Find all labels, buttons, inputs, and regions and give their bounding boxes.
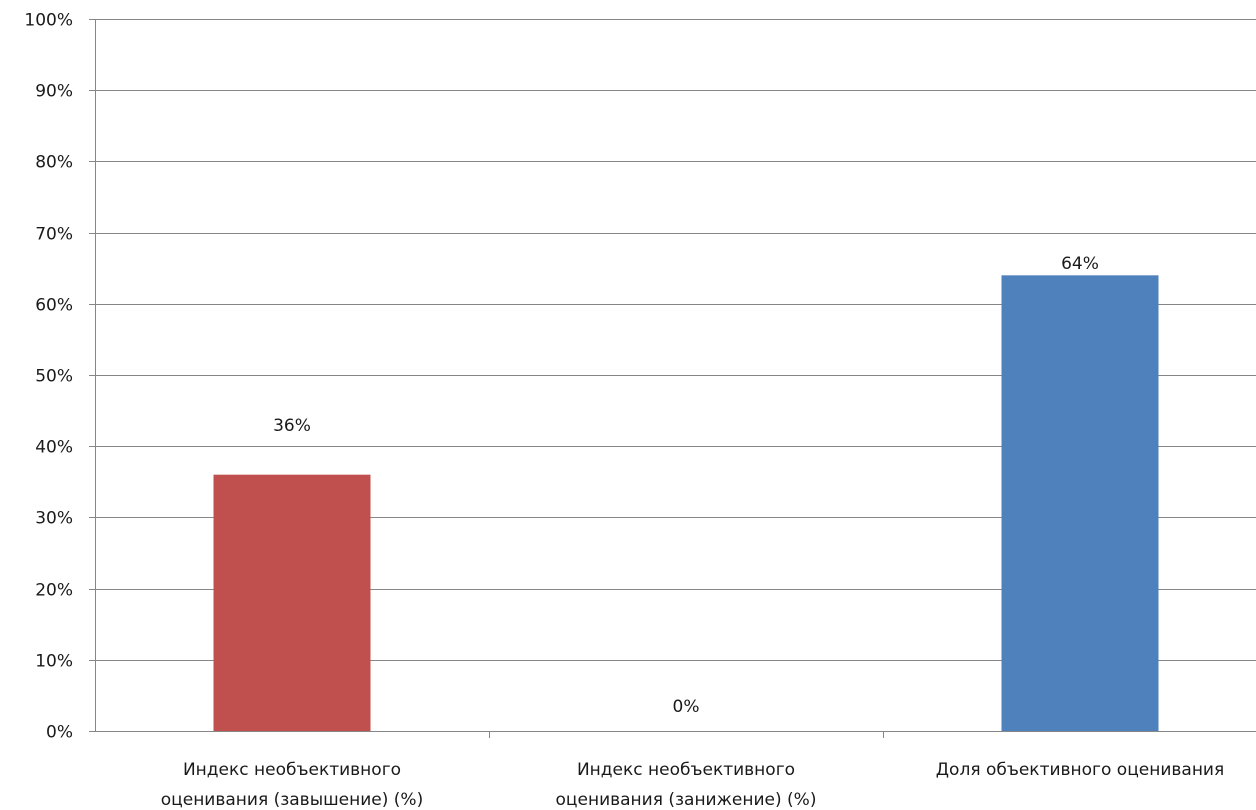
category-labels: Индекс необъективного оценивания (завышен… (161, 760, 1224, 810)
y-tick-label: 30% (35, 509, 73, 529)
y-tick-label: 10% (35, 652, 73, 672)
category-label: оценивания (завышение) (%) (161, 790, 423, 810)
y-tick-label: 60% (35, 296, 73, 316)
data-label: 36% (273, 416, 311, 436)
bars (213, 275, 1159, 731)
y-tick-label: 50% (35, 367, 73, 387)
data-labels: 36% 0% 64% (273, 254, 1099, 717)
y-tick-label: 70% (35, 225, 73, 245)
y-tick-label: 0% (46, 723, 73, 743)
axes (95, 19, 1256, 732)
category-label: Индекс необъективного (577, 760, 795, 780)
y-tick-label: 80% (35, 153, 73, 173)
category-label: Индекс необъективного (183, 760, 401, 780)
category-label: оценивания (занижение) (%) (556, 790, 817, 810)
y-tick-label: 100% (24, 11, 73, 31)
data-label: 0% (673, 697, 700, 717)
y-tick-label: 20% (35, 581, 73, 601)
y-tick-label: 40% (35, 438, 73, 458)
category-label: Доля объективного оценивания (936, 760, 1224, 780)
y-tick-label: 90% (35, 82, 73, 102)
bar (1001, 275, 1159, 731)
y-axis-ticks: 0% 10% 20% 30% 40% 50% 60% 70% 80% 90% 100% (24, 11, 95, 743)
bar (213, 474, 371, 731)
data-label: 64% (1061, 254, 1099, 274)
x-axis-ticks (489, 731, 884, 738)
